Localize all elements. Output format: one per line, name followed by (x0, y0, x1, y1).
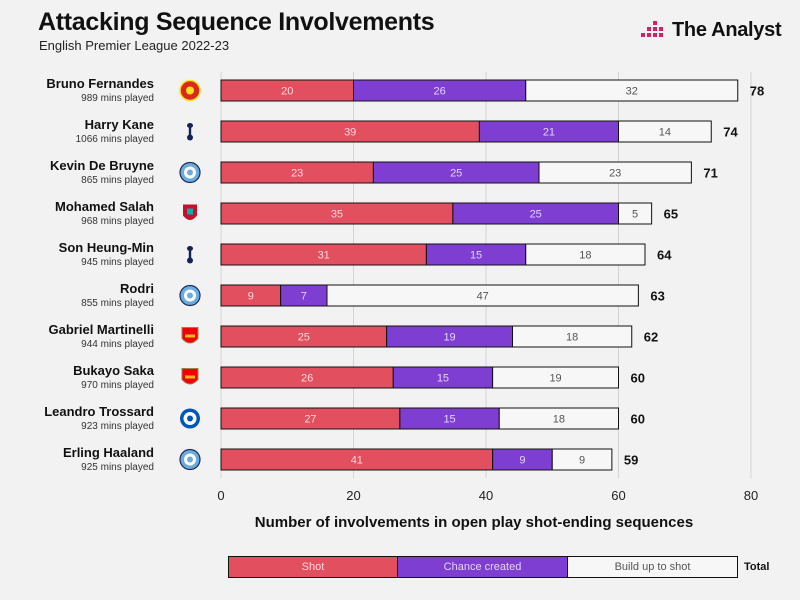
legend-shot: Shot (228, 556, 398, 578)
total-label: 60 (631, 371, 645, 386)
player-name: Bruno Fernandes (46, 76, 154, 91)
bar-label-shot: 26 (301, 373, 313, 385)
bar-label-shot: 27 (304, 414, 316, 426)
man-utd-crest-icon (179, 79, 201, 102)
x-tick-label: 40 (479, 488, 493, 503)
player-name: Leandro Trossard (44, 404, 154, 419)
stacked-bar-chart: Bruno Fernandes 989 mins played 20 26 32 78 Ha… (44, 72, 764, 531)
bar-label-shot: 35 (331, 209, 343, 221)
total-label: 65 (664, 207, 678, 222)
legend-chance-created: Chance created (398, 556, 568, 578)
total-label: 64 (657, 248, 672, 263)
player-name: Gabriel Martinelli (49, 322, 154, 337)
bar-build (492, 366, 619, 389)
minutes-played: 925 mins played (81, 462, 154, 473)
minutes-played: 865 mins played (81, 175, 154, 186)
player-name: Mohamed Salah (55, 199, 154, 214)
total-label: 74 (723, 125, 738, 140)
minutes-played: 968 mins played (81, 216, 154, 227)
brand-mark-icon (641, 21, 663, 37)
x-tick-label: 80 (744, 488, 758, 503)
x-axis-label: Number of involvements in open play shot… (255, 514, 693, 531)
bar-label-chance: 21 (543, 127, 555, 139)
bar-build (525, 243, 646, 266)
bar-build (618, 202, 653, 225)
bar-label-shot: 23 (291, 168, 303, 180)
bar-label-chance: 19 (443, 332, 455, 344)
bar-label-chance: 9 (519, 455, 525, 467)
bar-build (538, 161, 692, 184)
bar-build (525, 79, 739, 102)
bar-label-shot: 9 (248, 291, 254, 303)
man-city-crest-icon (179, 161, 201, 184)
total-label: 78 (750, 84, 764, 99)
minutes-played: 945 mins played (81, 257, 154, 268)
bar-label-build: 14 (659, 127, 671, 139)
player-name: Harry Kane (85, 117, 154, 132)
player-name: Kevin De Bruyne (50, 158, 154, 173)
man-city-crest-icon (179, 448, 201, 471)
player-name: Rodri (120, 281, 154, 296)
total-label: 63 (650, 289, 664, 304)
bar-label-build: 5 (632, 209, 638, 221)
chart-title: Attacking Sequence Involvements (38, 8, 435, 36)
bar-label-build: 47 (477, 291, 489, 303)
bar-label-build: 23 (609, 168, 621, 180)
minutes-played: 923 mins played (81, 421, 154, 432)
legend-total: Total (744, 561, 770, 573)
bar-label-build: 9 (579, 455, 585, 467)
brand-name: The Analyst (672, 18, 782, 41)
bar-label-chance: 25 (450, 168, 462, 180)
legend-build-up: Build up to shot (568, 556, 738, 578)
total-label: 71 (703, 166, 717, 181)
minutes-played: 855 mins played (81, 298, 154, 309)
player-name: Son Heung-Min (59, 240, 154, 255)
liverpool-crest-icon (183, 204, 197, 220)
bar-build (618, 120, 712, 143)
bar-label-shot: 25 (298, 332, 310, 344)
bar-label-build: 32 (626, 86, 638, 98)
tottenham-crest-icon (187, 246, 193, 264)
bar-label-shot: 31 (318, 250, 330, 262)
arsenal-crest-icon (181, 368, 199, 385)
bar-build (498, 407, 619, 430)
minutes-played: 1066 mins played (76, 134, 154, 145)
bar-build (551, 448, 613, 471)
total-label: 60 (631, 412, 645, 427)
total-label: 62 (644, 330, 658, 345)
arsenal-crest-icon (181, 327, 199, 344)
bar-label-build: 18 (553, 414, 565, 426)
bar-label-shot: 41 (351, 455, 363, 467)
x-tick-label: 20 (346, 488, 360, 503)
bar-label-build: 18 (579, 250, 591, 262)
brighton-crest-icon (180, 408, 200, 429)
player-name: Erling Haaland (63, 445, 154, 460)
brand-logo: The Analyst (640, 18, 782, 42)
bar-build (512, 325, 633, 348)
bar-label-shot: 39 (344, 127, 356, 139)
x-tick-label: 0 (217, 488, 224, 503)
bar-build (326, 284, 639, 307)
bar-label-build: 19 (549, 373, 561, 385)
minutes-played: 970 mins played (81, 380, 154, 391)
bar-label-chance: 15 (437, 373, 449, 385)
chart-subtitle: English Premier League 2022-23 (39, 38, 230, 53)
legend: Shot Chance created Build up to shot Tot… (228, 556, 769, 578)
bar-label-chance: 25 (530, 209, 542, 221)
bar-label-shot: 20 (281, 86, 293, 98)
bar-label-build: 18 (566, 332, 578, 344)
man-city-crest-icon (179, 284, 201, 307)
minutes-played: 944 mins played (81, 339, 154, 350)
bar-label-chance: 15 (470, 250, 482, 262)
tottenham-crest-icon (187, 123, 193, 141)
player-name: Bukayo Saka (73, 363, 155, 378)
total-label: 59 (624, 453, 638, 468)
bar-label-chance: 7 (301, 291, 307, 303)
bar-label-chance: 26 (434, 86, 446, 98)
minutes-played: 989 mins played (81, 93, 154, 104)
x-tick-label: 60 (611, 488, 625, 503)
bar-label-chance: 15 (443, 414, 455, 426)
